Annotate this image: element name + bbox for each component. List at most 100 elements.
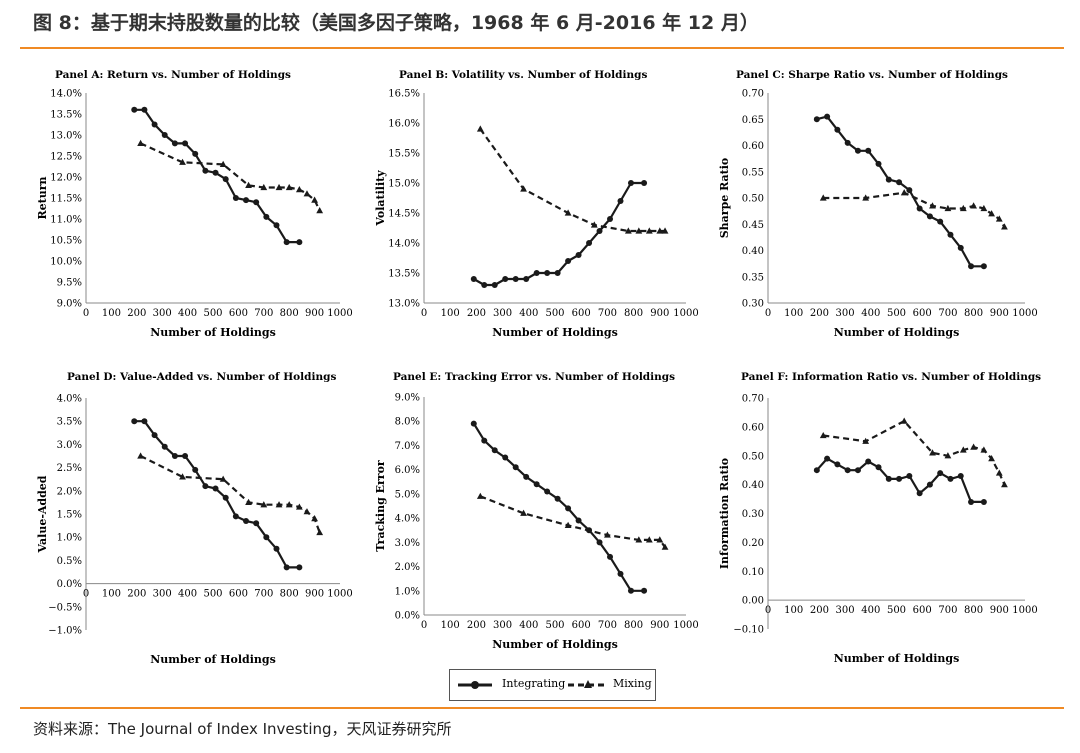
data-point-integrating bbox=[824, 455, 831, 462]
data-point-mixing bbox=[275, 501, 283, 508]
data-point-mixing bbox=[604, 531, 611, 538]
x-tick-label: 0 bbox=[765, 308, 771, 319]
data-point-mixing bbox=[995, 469, 1003, 476]
data-point-integrating bbox=[968, 498, 975, 505]
panel-title: Panel E: Tracking Error vs. Number of Ho… bbox=[393, 371, 675, 383]
data-point-integrating bbox=[906, 472, 913, 479]
panel-title: Panel A: Return vs. Number of Holdings bbox=[55, 69, 291, 81]
y-tick-label: 13.5% bbox=[50, 110, 82, 121]
y-tick-label: 1.5% bbox=[57, 510, 82, 521]
y-tick-label: 11.5% bbox=[50, 194, 82, 205]
data-point-integrating bbox=[641, 587, 648, 594]
x-tick-label: 300 bbox=[836, 308, 855, 319]
data-point-mixing bbox=[316, 207, 324, 214]
x-axis-label: Number of Holdings bbox=[834, 652, 960, 665]
panel-3: Panel C: Sharpe Ratio vs. Number of Hold… bbox=[718, 69, 1038, 339]
data-point-integrating bbox=[834, 126, 841, 133]
x-tick-label: 600 bbox=[572, 620, 591, 631]
data-point-integrating bbox=[554, 495, 561, 502]
x-tick-label: 700 bbox=[938, 308, 957, 319]
y-axis-label: Sharpe Ratio bbox=[718, 158, 731, 239]
data-point-mixing bbox=[944, 452, 952, 459]
series-line-integrating bbox=[134, 108, 300, 244]
x-tick-label: 500 bbox=[203, 308, 222, 319]
data-point-mixing bbox=[635, 227, 643, 234]
data-point-integrating bbox=[182, 140, 189, 147]
series-line-integrating bbox=[473, 181, 645, 287]
data-point-integrating bbox=[283, 239, 290, 246]
data-point-integrating bbox=[906, 187, 913, 194]
y-tick-label: 2.0% bbox=[395, 562, 420, 573]
data-point-integrating bbox=[937, 218, 944, 225]
x-tick-label: 400 bbox=[519, 620, 538, 631]
data-point-integrating bbox=[263, 213, 270, 220]
header-rule bbox=[20, 47, 1064, 49]
data-point-mixing bbox=[260, 501, 268, 508]
data-point-integrating bbox=[512, 464, 519, 471]
data-point-integrating bbox=[502, 276, 509, 282]
data-point-integrating bbox=[824, 113, 831, 120]
y-tick-label: 0.0% bbox=[395, 611, 420, 622]
data-point-integrating bbox=[947, 475, 954, 482]
y-tick-label: 9.0% bbox=[395, 393, 420, 404]
x-tick-label: 100 bbox=[441, 620, 460, 631]
x-tick-label: 500 bbox=[545, 308, 564, 319]
data-point-integrating bbox=[296, 239, 303, 246]
y-tick-label: 10.5% bbox=[50, 236, 82, 247]
data-point-mixing bbox=[645, 536, 653, 543]
data-point-integrating bbox=[554, 270, 561, 276]
data-point-mixing bbox=[1001, 481, 1008, 488]
data-point-integrating bbox=[470, 420, 477, 427]
y-tick-label: 0.00 bbox=[742, 596, 764, 607]
y-tick-label: 0.0% bbox=[57, 579, 82, 590]
data-point-integrating bbox=[263, 534, 270, 541]
data-point-mixing bbox=[656, 536, 664, 543]
x-tick-label: 300 bbox=[836, 605, 855, 616]
data-point-integrating bbox=[926, 481, 933, 488]
data-point-mixing bbox=[520, 509, 527, 516]
x-tick-label: 1000 bbox=[327, 589, 352, 600]
data-point-mixing bbox=[316, 528, 324, 536]
data-point-integrating bbox=[627, 180, 634, 186]
x-axis-label: Number of Holdings bbox=[150, 326, 276, 339]
y-tick-label: 9.5% bbox=[57, 278, 82, 289]
data-point-integrating bbox=[937, 470, 944, 477]
data-point-integrating bbox=[596, 539, 603, 546]
y-tick-label: 7.0% bbox=[395, 441, 420, 452]
data-point-integrating bbox=[253, 199, 260, 206]
data-point-integrating bbox=[617, 570, 624, 577]
data-point-integrating bbox=[641, 180, 648, 186]
x-tick-label: 900 bbox=[650, 308, 669, 319]
data-point-integrating bbox=[968, 263, 975, 270]
x-tick-label: 200 bbox=[810, 308, 829, 319]
data-point-mixing bbox=[900, 189, 908, 196]
y-tick-label: 3.5% bbox=[57, 417, 82, 428]
data-point-mixing bbox=[645, 227, 653, 234]
data-point-mixing bbox=[661, 227, 669, 234]
data-point-integrating bbox=[161, 443, 168, 450]
x-tick-label: 700 bbox=[254, 589, 273, 600]
data-point-integrating bbox=[232, 513, 239, 520]
x-tick-label: 200 bbox=[127, 308, 146, 319]
x-tick-label: 900 bbox=[650, 620, 669, 631]
x-tick-label: 800 bbox=[624, 620, 643, 631]
data-point-mixing bbox=[929, 449, 936, 456]
data-point-mixing bbox=[275, 183, 283, 191]
y-tick-label: 0.70 bbox=[742, 89, 764, 100]
x-tick-label: 1000 bbox=[1012, 605, 1037, 616]
data-point-integrating bbox=[491, 282, 498, 288]
x-tick-label: 100 bbox=[102, 589, 121, 600]
data-point-integrating bbox=[481, 437, 488, 444]
y-tick-label: 4.0% bbox=[57, 394, 82, 405]
data-point-integrating bbox=[523, 276, 530, 282]
x-tick-label: 600 bbox=[913, 308, 932, 319]
data-point-integrating bbox=[171, 453, 178, 459]
x-tick-label: 200 bbox=[810, 605, 829, 616]
data-point-integrating bbox=[533, 270, 540, 276]
y-tick-label: 16.0% bbox=[388, 119, 420, 130]
data-point-integrating bbox=[957, 244, 964, 251]
data-point-mixing bbox=[137, 452, 145, 459]
data-point-integrating bbox=[844, 139, 851, 146]
data-point-integrating bbox=[565, 258, 572, 264]
y-tick-label: 13.0% bbox=[388, 299, 420, 310]
